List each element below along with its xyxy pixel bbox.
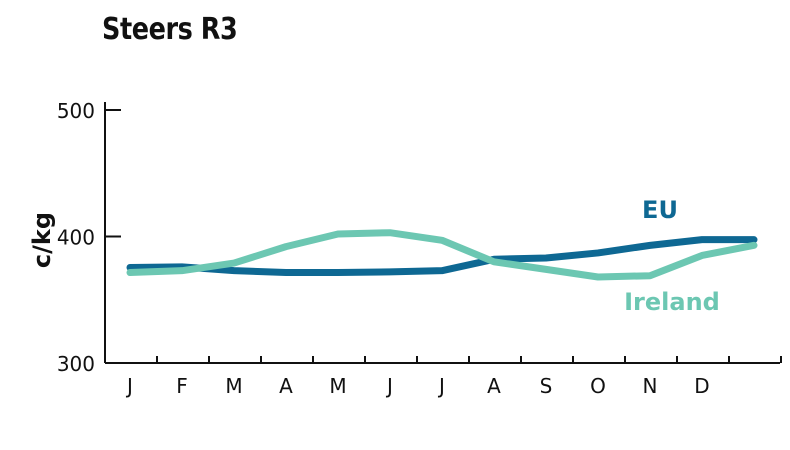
x-tick-label: F [176,374,188,398]
y-tick-label: 400 [57,226,95,250]
x-tick-label: A [279,374,293,398]
x-tick-label: J [125,374,133,398]
x-tick-label: J [437,374,445,398]
x-tick-label: S [540,374,553,398]
x-tick-label: N [643,374,658,398]
x-tick-label: O [590,374,606,398]
x-tick-label: M [225,374,242,398]
x-tick-label: M [329,374,346,398]
x-tick-label: A [487,374,501,398]
chart-title: Steers R3 [102,12,238,47]
series-label: Ireland [624,288,720,316]
x-tick-label: D [694,374,709,398]
y-tick-label: 500 [57,99,95,123]
y-tick-label: 300 [57,352,95,376]
x-tick-label: J [385,374,393,398]
y-axis-label: c/kg [28,212,56,268]
series-label: EU [642,196,678,224]
